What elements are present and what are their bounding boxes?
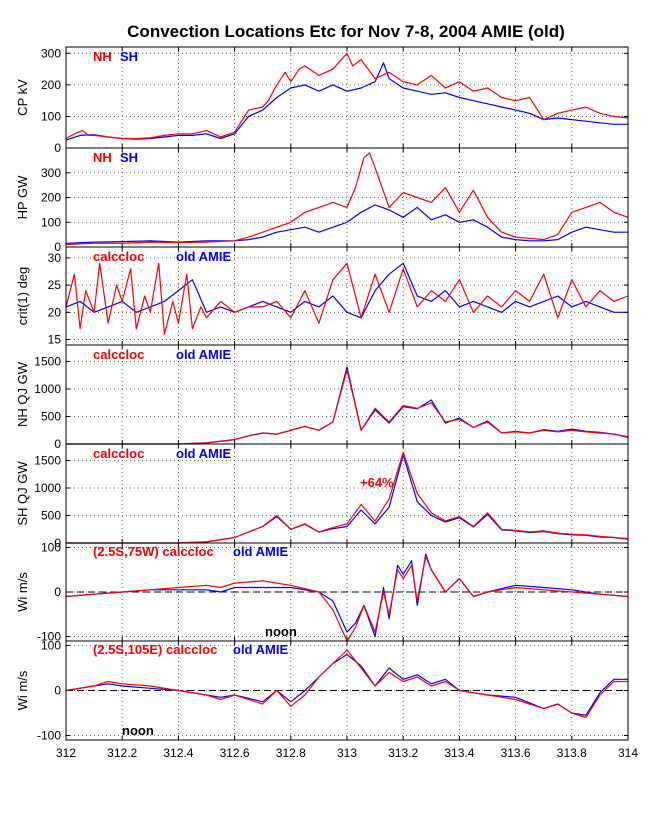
panel-shqj: 0 500 1000 1500 SH QJ GW calccloc old AMIE +64% [15, 443, 629, 550]
annotation-label: +64% [360, 475, 394, 490]
y-tick-label: 100 [41, 540, 61, 554]
y-tick-label: 0 [54, 684, 61, 698]
annotation-label: old AMIE [233, 544, 288, 559]
y-tick-label: 200 [41, 78, 61, 92]
y-tick-label: 15 [48, 333, 62, 347]
panel-nhqj: 0 500 1000 1500 NH QJ GW calccloc old AMIE [15, 344, 629, 451]
y-axis-label: crit(1) deg [15, 267, 30, 326]
annotation-label: SH [120, 49, 138, 64]
x-tick-label: 313 [337, 746, 357, 760]
y-tick-label: 0 [54, 536, 61, 550]
y-axis-label: SH QJ GW [15, 461, 30, 526]
y-tick-label: -100 [37, 630, 61, 644]
x-tick-label: 313.6 [501, 746, 531, 760]
y-tick-label: 30 [48, 251, 62, 265]
annotation-label: noon [265, 624, 297, 639]
series-line-hp-red [65, 152, 629, 246]
annotation-label: old AMIE [233, 642, 288, 657]
annotation-label: old AMIE [176, 249, 231, 264]
series-line-cp-red [65, 52, 629, 140]
y-tick-label: -100 [37, 729, 61, 743]
y-axis-label: CP kV [15, 79, 30, 116]
panel-cp: 0 100 200 300 CP kV NH SH [15, 46, 629, 155]
annotation-label: (2.5S,105E) calccloc [93, 642, 217, 657]
y-tick-label: 1000 [34, 481, 61, 495]
y-tick-label: 0 [54, 240, 61, 254]
y-tick-label: 20 [48, 305, 62, 319]
x-tick-label: 312.4 [163, 746, 193, 760]
panel-crit: 15 20 25 30 crit(1) deg calccloc old AMIE [15, 246, 629, 347]
annotation-label: noon [122, 723, 154, 738]
y-axis-label: NH QJ GW [15, 361, 30, 427]
series-line-shqj-red [66, 451, 629, 544]
x-tick-label: 312.2 [107, 746, 137, 760]
figure-title: Convection Locations Etc for Nov 7-8, 20… [127, 22, 565, 41]
annotation-label: old AMIE [176, 347, 231, 362]
series-line-wi2-red [65, 649, 628, 719]
y-tick-label: 25 [48, 278, 62, 292]
y-tick-label: 1000 [34, 382, 61, 396]
x-tick-label: 312 [56, 746, 76, 760]
series-line-wi2-blue [65, 653, 628, 716]
annotation-label: old AMIE [176, 446, 231, 461]
y-tick-label: 200 [41, 191, 61, 205]
y-tick-label: 500 [41, 509, 61, 523]
panel-hp: 0 100 200 300 HP GW NH SH [15, 147, 629, 254]
annotation-label: (2.5S,75W) calccloc [93, 544, 214, 559]
y-tick-label: 100 [41, 215, 61, 229]
annotation-label: SH [120, 150, 138, 165]
panel-wi1: -100 0 100 Wi m/s (2.5S,75W) calccloc old AMI… [15, 540, 629, 644]
y-tick-label: 300 [41, 46, 61, 60]
panel-wi2: -100 0 100 Wi m/s (2.5S,105E) calccloc old AM… [15, 639, 629, 743]
y-tick-label: 1500 [34, 454, 61, 468]
x-tick-label: 312.8 [276, 746, 306, 760]
y-tick-label: 300 [41, 166, 61, 180]
series-line-nhqj-red [66, 369, 629, 445]
series-line-cp-blue [65, 62, 628, 141]
axes-frame [65, 46, 629, 149]
y-tick-label: 100 [41, 109, 61, 123]
y-axis-label: Wi m/s [15, 572, 30, 612]
annotation-label: NH [93, 150, 112, 165]
y-tick-label: 0 [54, 141, 61, 155]
annotation-label: NH [93, 49, 112, 64]
series-line-wi1-red [65, 555, 629, 642]
y-tick-label: 500 [41, 410, 61, 424]
annotation-label: calccloc [93, 249, 144, 264]
y-tick-label: 0 [54, 437, 61, 451]
series-line-crit-blue [65, 262, 628, 319]
x-tick-label: 313.4 [444, 746, 474, 760]
axes-frame [65, 640, 629, 741]
y-axis-label: Wi m/s [15, 670, 30, 710]
annotation-label: calccloc [93, 347, 144, 362]
x-tick-label: 313.8 [557, 746, 587, 760]
series-line-crit-red [65, 262, 629, 335]
x-tick-label: 314 [618, 746, 638, 760]
y-axis-label: HP GW [15, 175, 30, 220]
x-tick-label: 312.6 [220, 746, 250, 760]
y-tick-label: 0 [54, 585, 61, 599]
y-tick-label: 100 [41, 639, 61, 653]
y-tick-label: 1500 [34, 355, 61, 369]
x-tick-label: 313.2 [388, 746, 418, 760]
annotation-label: calccloc [93, 446, 144, 461]
